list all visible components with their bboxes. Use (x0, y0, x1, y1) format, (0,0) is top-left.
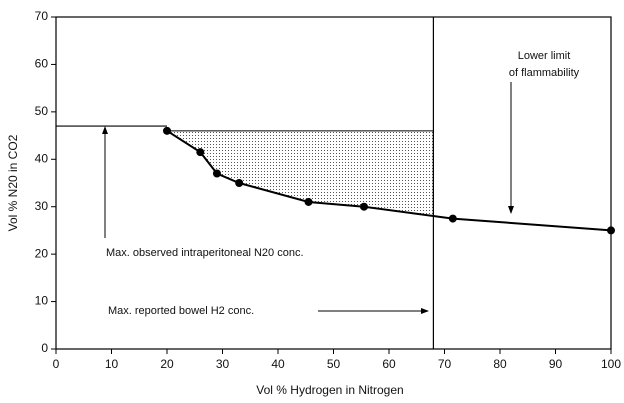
y-tick-label: 10 (35, 294, 49, 308)
annotation: Max. reported bowel H2 conc. (108, 305, 254, 317)
x-tick-label: 80 (493, 357, 507, 371)
y-tick-label: 50 (35, 104, 49, 118)
x-tick-label: 90 (549, 357, 563, 371)
x-tick-label: 40 (271, 357, 285, 371)
y-tick-label: 60 (35, 57, 49, 71)
x-tick-label: 30 (216, 357, 230, 371)
data-point (212, 169, 221, 178)
annotation: Lower limit (518, 50, 571, 62)
data-point (607, 226, 615, 235)
y-tick-label: 30 (35, 199, 49, 213)
y-tick-label: 70 (35, 9, 49, 23)
annotation: of flammability (509, 67, 580, 79)
data-point (448, 214, 457, 223)
x-tick-label: 10 (105, 357, 119, 371)
data-point (360, 202, 369, 211)
y-tick-label: 0 (41, 341, 48, 355)
x-tick-label: 60 (382, 357, 396, 371)
y-tick-label: 40 (35, 151, 49, 165)
x-tick-label: 70 (438, 357, 452, 371)
data-point (163, 126, 171, 135)
data-point (235, 179, 244, 187)
x-tick-label: 0 (53, 357, 60, 371)
x-tick-label: 20 (160, 357, 174, 371)
y-tick-label: 20 (35, 246, 49, 260)
x-tick-label: 50 (327, 357, 341, 371)
y-axis-label: Vol % N20 in CO2 (6, 134, 20, 231)
data-point (304, 197, 313, 206)
shaded-region (165, 130, 434, 217)
data-point (196, 148, 205, 157)
annotation: Max. observed intraperitoneal N20 conc. (106, 247, 304, 259)
data-line (166, 129, 612, 232)
x-tick-label: 100 (601, 357, 621, 371)
x-axis-label: Vol % Hydrogen in Nitrogen (256, 383, 403, 397)
